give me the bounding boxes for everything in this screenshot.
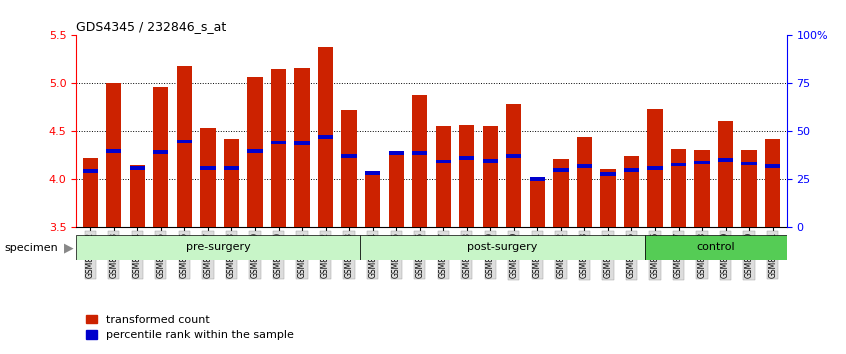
Bar [83, 169, 98, 173]
Bar [177, 66, 192, 227]
Text: control: control [696, 242, 735, 252]
Bar [530, 177, 545, 181]
Bar [695, 161, 710, 164]
Bar [506, 104, 521, 227]
Bar [388, 154, 404, 227]
Text: pre-surgery: pre-surgery [186, 242, 250, 252]
Bar [412, 95, 427, 227]
Bar [647, 166, 662, 170]
Bar [695, 150, 710, 227]
Bar [129, 165, 145, 227]
Bar [365, 173, 381, 227]
Bar [741, 150, 757, 227]
Bar [553, 159, 569, 227]
Bar [83, 158, 98, 227]
Bar [177, 139, 192, 143]
Bar [601, 172, 616, 176]
Bar [577, 137, 592, 227]
Bar [247, 149, 262, 153]
Bar [224, 166, 239, 170]
Bar [318, 47, 333, 227]
Bar [129, 166, 145, 170]
Bar [224, 139, 239, 227]
Bar [271, 141, 286, 144]
Bar [718, 158, 733, 161]
Bar [318, 135, 333, 139]
Bar [506, 154, 521, 158]
Bar [624, 168, 639, 172]
Legend: transformed count, percentile rank within the sample: transformed count, percentile rank withi… [82, 310, 299, 345]
Text: post-surgery: post-surgery [467, 242, 538, 252]
Text: specimen: specimen [4, 243, 58, 253]
Bar [577, 164, 592, 168]
Bar [553, 168, 569, 172]
Bar [530, 179, 545, 227]
Bar [482, 159, 498, 162]
Bar [647, 109, 662, 227]
Bar [601, 169, 616, 227]
Bar [459, 156, 475, 160]
Bar [645, 235, 787, 260]
Bar [294, 68, 310, 227]
Text: ▶: ▶ [64, 241, 74, 254]
Bar [671, 149, 686, 227]
Bar [741, 161, 757, 165]
Bar [294, 142, 310, 145]
Bar [459, 125, 475, 227]
Bar [365, 171, 381, 175]
Bar [153, 87, 168, 227]
Bar [201, 128, 216, 227]
Bar [342, 110, 357, 227]
Bar [153, 150, 168, 154]
Bar [106, 83, 122, 227]
Bar [271, 69, 286, 227]
Bar [765, 139, 780, 227]
Bar [718, 121, 733, 227]
Bar [247, 78, 262, 227]
Bar [76, 235, 360, 260]
Bar [412, 151, 427, 155]
Bar [360, 235, 645, 260]
Bar [388, 151, 404, 155]
Bar [436, 160, 451, 164]
Bar [436, 126, 451, 227]
Text: GDS4345 / 232846_s_at: GDS4345 / 232846_s_at [76, 20, 227, 33]
Bar [106, 149, 122, 153]
Bar [671, 162, 686, 166]
Bar [342, 154, 357, 158]
Bar [482, 126, 498, 227]
Bar [624, 156, 639, 227]
Bar [201, 166, 216, 170]
Bar [765, 164, 780, 168]
